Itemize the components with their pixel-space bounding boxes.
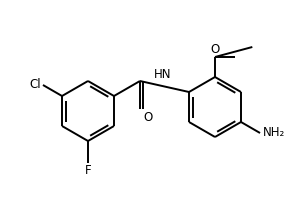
Text: O: O [143, 111, 152, 124]
Text: O: O [210, 43, 220, 56]
Text: F: F [85, 164, 91, 177]
Text: NH₂: NH₂ [263, 127, 285, 140]
Text: Cl: Cl [29, 78, 41, 92]
Text: HN: HN [154, 69, 171, 81]
